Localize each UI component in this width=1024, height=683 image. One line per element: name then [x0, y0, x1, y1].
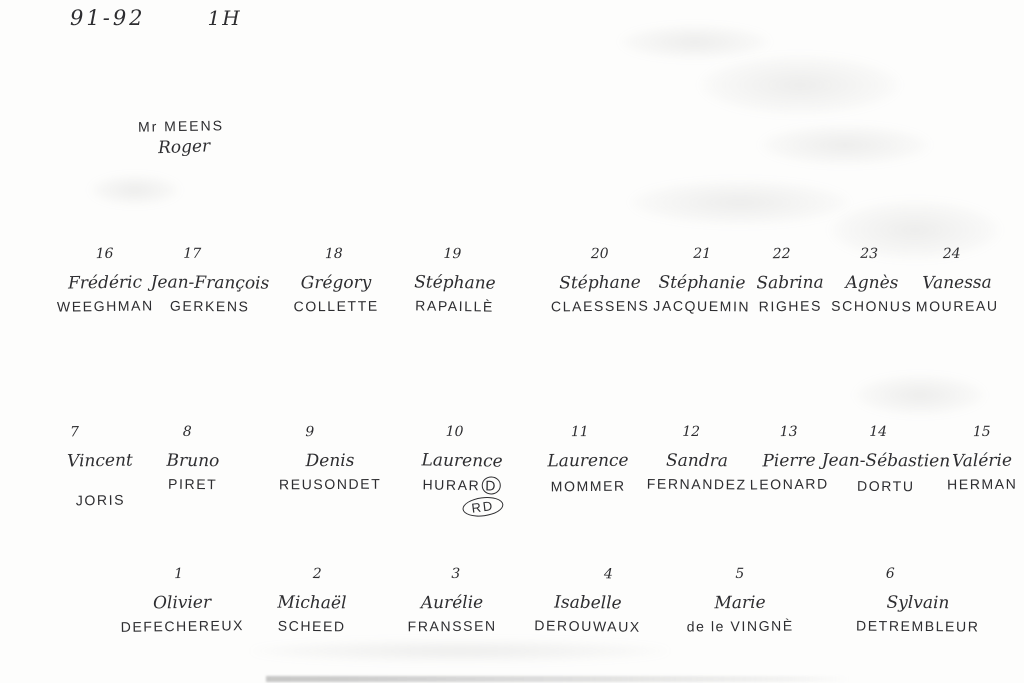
- student-entry: 6 Sylvain DETREMBLEUR: [828, 565, 1009, 635]
- scan-smudge: [855, 375, 985, 415]
- scan-smudge: [620, 25, 770, 59]
- scan-edge-strip: [266, 676, 850, 682]
- sheet-header: 91-92 1H: [70, 6, 242, 30]
- school-year: 91-92: [70, 6, 146, 30]
- student-first-name: Sylvain: [886, 592, 950, 614]
- student-last-name: DETREMBLEUR: [856, 617, 980, 635]
- scan-smudge: [830, 200, 1000, 260]
- scan-smudge: [700, 55, 900, 115]
- student-number: 6: [885, 565, 895, 582]
- student-last-name: de le VINGNÈ: [686, 617, 794, 635]
- scan-smudge: [760, 125, 930, 165]
- scan-smudge: [90, 175, 180, 205]
- scan-smudge: [630, 180, 850, 225]
- class-label: 1H: [207, 6, 242, 30]
- scan-smudge: [250, 640, 670, 662]
- student-first-name: Marie: [714, 592, 766, 614]
